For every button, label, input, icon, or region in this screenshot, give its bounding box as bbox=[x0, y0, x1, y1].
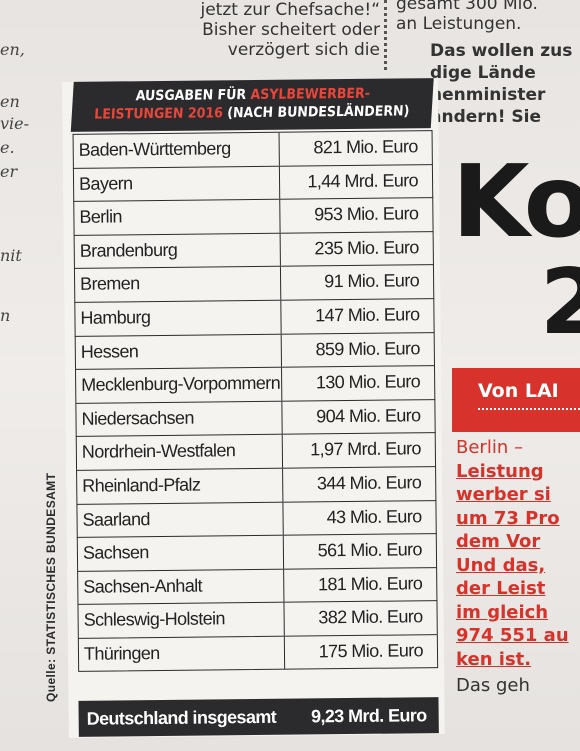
text-line: verzögert sich die bbox=[227, 40, 380, 60]
state-name: Nordrhein-Westfalen bbox=[76, 435, 284, 470]
left-margin-fragment: er bbox=[0, 162, 18, 181]
total-value: 9,23 Mrd. Euro bbox=[310, 705, 427, 727]
headline-fragment: 2 bbox=[540, 250, 580, 355]
article-line: um 73 Pro bbox=[456, 507, 560, 529]
article-line: Leistung bbox=[456, 460, 544, 482]
table-row: Brandenburg 235 Mio. Euro bbox=[73, 230, 434, 269]
state-value: 953 Mio. Euro bbox=[314, 203, 419, 225]
state-name: Hessen bbox=[75, 334, 282, 370]
text-line: ändern! Sie bbox=[430, 107, 542, 127]
state-value: 130 Mio. Euro bbox=[315, 371, 421, 393]
table-row: Schleswig-Holstein 382 Mio. Euro bbox=[77, 600, 438, 638]
title-part: (NACH BUNDESLÄNDERN) bbox=[222, 103, 410, 122]
state-value: 235 Mio. Euro bbox=[314, 237, 419, 259]
state-name: Niedersachsen bbox=[76, 401, 283, 437]
article-line: Berlin – bbox=[456, 437, 523, 458]
table-row: Thüringen 175 Mio. Euro bbox=[77, 634, 439, 672]
text-line: gesamt 300 Mio. bbox=[396, 0, 538, 14]
table-row: Sachsen 561 Mio. Euro bbox=[76, 533, 438, 571]
article-line: ken ist. bbox=[456, 648, 532, 670]
state-value: 147 Mio. Euro bbox=[315, 304, 420, 326]
article-line: dem Vor bbox=[456, 531, 541, 552]
table-row: Berlin 953 Mio. Euro bbox=[73, 197, 434, 235]
state-value: 904 Mio. Euro bbox=[316, 405, 421, 427]
state-value: 821 Mio. Euro bbox=[313, 136, 418, 158]
article-top-right: gesamt 300 Mio. an Leistungen. bbox=[396, 0, 580, 34]
article-body: Berlin – Leistung werber si um 73 Pro de… bbox=[456, 436, 569, 698]
state-value: 859 Mio. Euro bbox=[315, 337, 420, 359]
state-name: Schleswig-Holstein bbox=[78, 603, 285, 638]
state-value: 344 Mio. Euro bbox=[316, 472, 422, 494]
table-title: AUSGABEN FÜR ASYLBEWERBER- LEISTUNGEN 20… bbox=[70, 78, 434, 132]
left-margin-fragment: en, bbox=[0, 40, 25, 59]
state-value: 382 Mio. Euro bbox=[318, 606, 423, 628]
table-row: Saarland 43 Mio. Euro bbox=[76, 499, 437, 537]
title-part: AUSGABEN FÜR bbox=[135, 87, 251, 105]
table-row: Sachsen-Anhalt 181 Mio. Euro bbox=[77, 566, 438, 605]
article-line: Das geh bbox=[456, 675, 530, 696]
state-name: Bayern bbox=[73, 166, 281, 202]
state-name: Mecklenburg-Vorpommern bbox=[76, 367, 283, 403]
article-line: Und das, bbox=[456, 554, 546, 576]
text-line: nenminister bbox=[430, 85, 546, 105]
column-divider bbox=[384, 0, 387, 70]
table-row: Bremen 91 Mio. Euro bbox=[73, 264, 435, 302]
left-margin-fragment: n bbox=[0, 306, 11, 325]
article-line: 974 551 au bbox=[456, 625, 569, 646]
article-top-right-bold: Das wollen zus dige Lände nenminister än… bbox=[430, 40, 572, 128]
left-margin-fragment: en bbox=[0, 92, 20, 111]
left-margin-fragment: e. bbox=[0, 138, 15, 157]
byline-box: Von LAI bbox=[452, 368, 580, 432]
table-row: Niedersachsen 904 Mio. Euro bbox=[75, 398, 436, 437]
source-credit: Quelle: STATISTISCHES BUNDESAMT bbox=[44, 472, 58, 702]
state-value: 43 Mio. Euro bbox=[326, 505, 422, 527]
state-value: 1,97 Mrd. Euro bbox=[310, 438, 421, 460]
byline: Von LAI bbox=[478, 380, 559, 402]
article-line: der Leist bbox=[456, 578, 546, 599]
title-part-accent: ASYLBEWERBER- bbox=[249, 85, 371, 104]
text-line: Das wollen zus bbox=[430, 41, 573, 61]
state-name: Rheinland-Pfalz bbox=[77, 468, 284, 504]
state-value: 181 Mio. Euro bbox=[317, 572, 423, 595]
article-line: werber si bbox=[456, 484, 551, 505]
text-line: Bisher scheitert oder bbox=[202, 20, 380, 40]
state-name: Saarland bbox=[77, 502, 284, 537]
state-value: 1,44 Mrd. Euro bbox=[307, 169, 419, 192]
byline-dots bbox=[478, 408, 580, 410]
state-name: Thüringen bbox=[78, 636, 286, 671]
text-line: jetzt zur Chefsache!“ bbox=[200, 0, 381, 20]
table-row: Rheinland-Pfalz 344 Mio. Euro bbox=[76, 466, 437, 504]
table-row: Baden-Württemberg 821 Mio. Euro bbox=[72, 130, 433, 168]
text-line: an Leistungen. bbox=[396, 14, 522, 34]
table-row: Hessen 859 Mio. Euro bbox=[74, 331, 435, 370]
article-top-left: jetzt zur Chefsache!“ Bisher scheitert o… bbox=[150, 0, 381, 60]
article-line: im gleich bbox=[456, 601, 549, 623]
spending-table: AUSGABEN FÜR ASYLBEWERBER- LEISTUNGEN 20… bbox=[62, 78, 445, 738]
text-line: dige Lände bbox=[430, 63, 536, 83]
headline-fragment: Ko bbox=[452, 143, 580, 260]
state-value: 561 Mio. Euro bbox=[317, 539, 423, 561]
left-margin-fragment: vie- bbox=[0, 114, 30, 133]
table-total-row: Deutschland insgesamt 9,23 Mrd. Euro bbox=[78, 697, 439, 737]
table-rows: Baden-Württemberg 821 Mio. Euro Bayern 1,44… bbox=[72, 130, 439, 672]
title-part-accent: LEISTUNGEN 2016 bbox=[93, 105, 224, 123]
table-row: Mecklenburg-Vorpommern 130 Mio. Euro bbox=[75, 365, 436, 403]
state-name: Berlin bbox=[74, 199, 281, 235]
table-row: Hamburg 147 Mio. Euro bbox=[74, 298, 435, 336]
total-label: Deutschland insgesamt bbox=[86, 706, 277, 729]
state-value: 175 Mio. Euro bbox=[318, 640, 424, 662]
state-name: Sachsen-Anhalt bbox=[78, 569, 285, 605]
state-value: 91 Mio. Euro bbox=[324, 270, 420, 292]
state-name: Sachsen bbox=[77, 535, 285, 571]
state-name: Baden-Württemberg bbox=[73, 132, 280, 168]
state-name: Bremen bbox=[74, 267, 282, 302]
state-name: Hamburg bbox=[75, 300, 282, 336]
table-row: Bayern 1,44 Mrd. Euro bbox=[72, 163, 434, 202]
table-row: Nordrhein-Westfalen 1,97 Mrd. Euro bbox=[75, 432, 437, 470]
state-name: Brandenburg bbox=[74, 233, 281, 269]
left-margin-fragment: nit bbox=[0, 246, 22, 265]
